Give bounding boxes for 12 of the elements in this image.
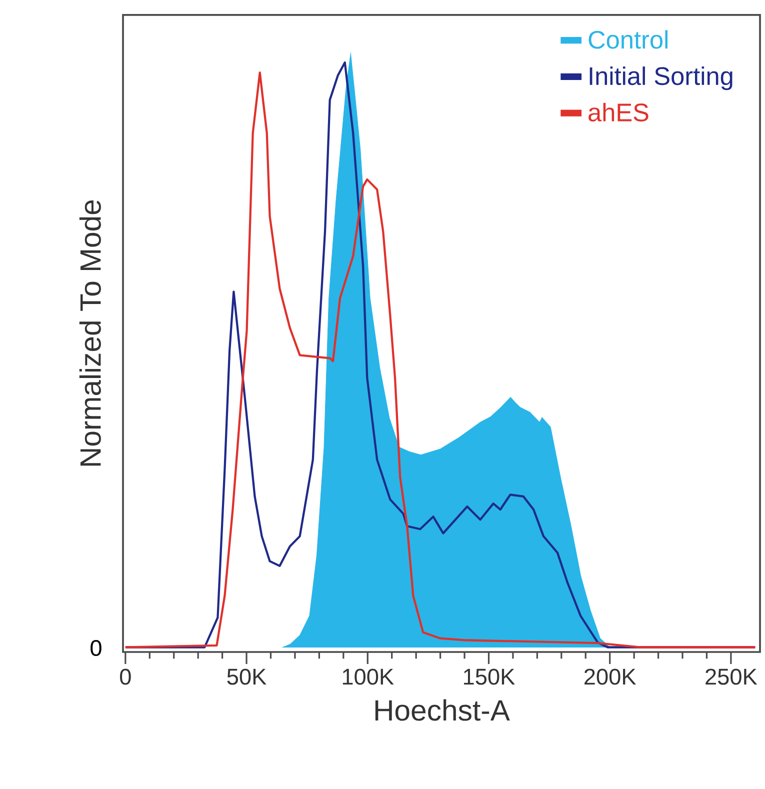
legend-label: ahES <box>588 102 648 122</box>
x-tick-label: 250K <box>706 668 758 685</box>
legend-label: Initial Sorting <box>590 66 732 90</box>
y-axis-title: Normalized To Mode <box>79 200 101 466</box>
x-tick-label: 50K <box>227 668 266 685</box>
legend-label: Control <box>588 30 668 49</box>
x-axis-title: Hoechst-A <box>375 699 510 721</box>
text: 0 <box>90 640 102 656</box>
x-tick-label: 150K <box>464 668 515 685</box>
x-tick-label: 200K <box>584 668 636 685</box>
x-tick-label: 100K <box>342 668 394 685</box>
x-tick-label: 0 <box>120 668 131 685</box>
